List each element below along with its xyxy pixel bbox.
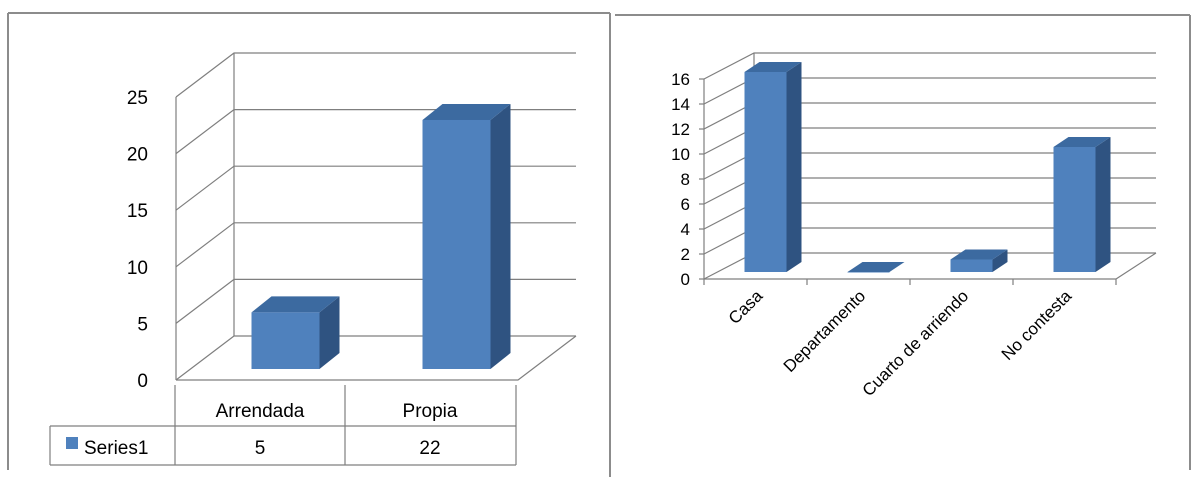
right-bar-1 bbox=[847, 262, 905, 273]
right-y-tick: 12 bbox=[671, 120, 690, 139]
right-bar-3 bbox=[1053, 137, 1111, 272]
right-bars bbox=[744, 62, 1111, 273]
bar-front bbox=[950, 259, 993, 272]
right-y-tick: 8 bbox=[681, 170, 690, 189]
left-floor-edge bbox=[176, 335, 577, 381]
right-y-tick: 6 bbox=[681, 195, 690, 214]
left-bar-propia bbox=[422, 103, 511, 370]
bar-side bbox=[1095, 137, 1111, 272]
right-bar-2 bbox=[950, 249, 1008, 272]
table-header-propia: Propia bbox=[403, 401, 458, 422]
right-y-tick: 4 bbox=[681, 220, 690, 239]
right-x-tick: Departamento bbox=[780, 286, 870, 376]
left-y-tick: 15 bbox=[127, 201, 148, 222]
right-y-tick: 14 bbox=[671, 95, 690, 114]
bar-front bbox=[251, 312, 320, 369]
left-y-tick: 5 bbox=[137, 314, 148, 335]
bar-top bbox=[744, 62, 802, 72]
left-gridline bbox=[175, 108, 576, 155]
left-gridline bbox=[175, 335, 576, 381]
left-y-tick-labels: 0 5 10 15 20 25 bbox=[127, 88, 148, 392]
left-gridlines bbox=[175, 52, 577, 381]
legend-key-series1 bbox=[66, 437, 78, 449]
left-y-tick: 25 bbox=[127, 88, 148, 109]
chart-left: 0 5 10 15 20 25 Arrendada Propia Series1 5 22 bbox=[49, 52, 577, 466]
left-y-tick: 20 bbox=[127, 145, 148, 166]
bar-front bbox=[1053, 147, 1096, 272]
right-gridline bbox=[703, 52, 1156, 80]
left-y-tick: 0 bbox=[137, 371, 148, 392]
table-value-propia: 22 bbox=[419, 438, 440, 459]
right-x-tick: Casa bbox=[725, 286, 767, 328]
bar-top bbox=[950, 249, 1008, 260]
panel-frames bbox=[7, 12, 1191, 477]
bar-top bbox=[1053, 137, 1111, 147]
bar-top bbox=[251, 296, 340, 313]
left-bars bbox=[251, 103, 511, 370]
right-x-tick: Cuarto de arriendo bbox=[859, 286, 973, 400]
legend-series1-label: Series1 bbox=[84, 438, 148, 459]
table-header-arrendada: Arrendada bbox=[216, 401, 305, 422]
left-gridline bbox=[175, 222, 576, 268]
right-y-tick: 16 bbox=[671, 70, 690, 89]
bar-side bbox=[490, 103, 511, 370]
right-y-tick-labels: 0 2 4 6 8 10 12 14 16 bbox=[671, 70, 690, 289]
data-table-grid bbox=[49, 385, 517, 466]
bar-front bbox=[422, 119, 491, 370]
right-x-tick: No contesta bbox=[998, 286, 1076, 364]
bar-front bbox=[847, 272, 890, 273]
bar-side bbox=[992, 249, 1008, 272]
right-y-tick: 10 bbox=[671, 145, 690, 164]
bar-side bbox=[319, 296, 340, 369]
right-bar-0 bbox=[744, 62, 802, 272]
right-y-tick: 0 bbox=[681, 270, 690, 289]
bar-top bbox=[847, 262, 905, 272]
bar-side bbox=[786, 62, 802, 272]
left-y-tick: 10 bbox=[127, 258, 148, 279]
table-value-arrendada: 5 bbox=[255, 438, 266, 459]
bar-top bbox=[422, 103, 511, 120]
left-gridline bbox=[175, 165, 576, 211]
left-gridline bbox=[175, 278, 576, 324]
left-bar-arrendada bbox=[251, 296, 340, 369]
right-y-tick: 2 bbox=[681, 245, 690, 264]
left-gridline bbox=[175, 52, 576, 98]
bar-front bbox=[744, 72, 787, 272]
left-data-table: Arrendada Propia Series1 5 22 bbox=[49, 385, 517, 466]
